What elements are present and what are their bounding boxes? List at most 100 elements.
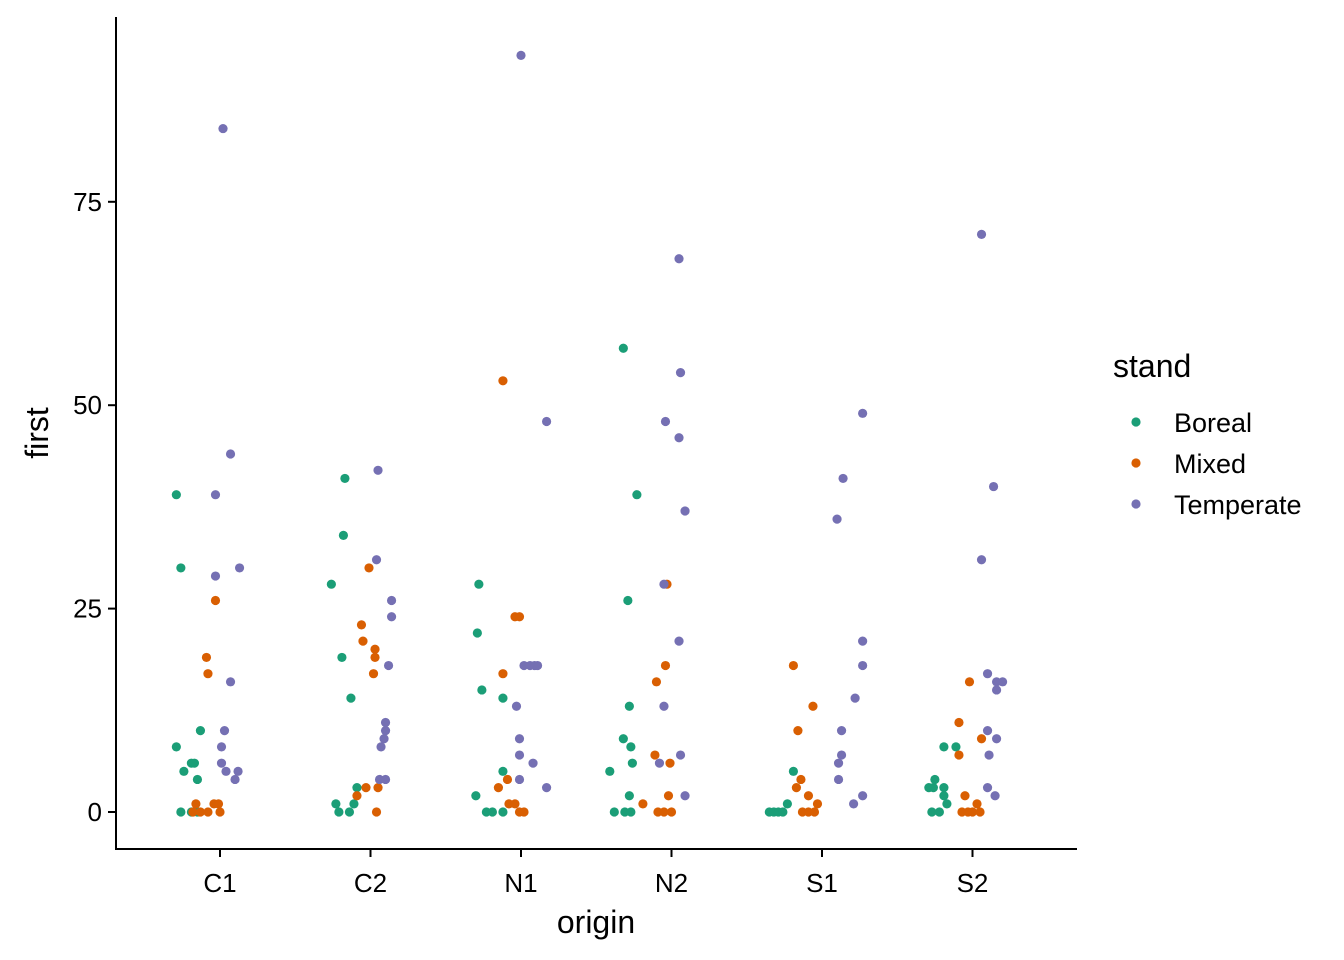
data-point-boreal <box>346 693 356 703</box>
data-point-temperate <box>514 774 525 785</box>
x-axis-title: origin <box>557 904 635 940</box>
data-point-temperate <box>988 481 999 492</box>
data-point-temperate <box>836 726 847 736</box>
data-point-mixed <box>215 807 225 817</box>
data-point-boreal <box>626 807 636 817</box>
x-axis-ticks: C1 C2 N1 N2 S1 S2 <box>203 849 988 898</box>
data-point-mixed <box>793 726 803 736</box>
data-point-mixed <box>498 376 508 386</box>
data-point-temperate <box>380 774 391 785</box>
data-point-temperate <box>376 742 386 752</box>
data-point-mixed <box>638 799 648 809</box>
data-point-temperate <box>991 685 1002 695</box>
data-point-temperate <box>858 791 868 801</box>
data-point-temperate <box>380 717 391 728</box>
data-point-temperate <box>998 677 1008 687</box>
data-point-boreal <box>939 742 949 752</box>
data-point-boreal <box>930 774 940 785</box>
data-point-temperate <box>850 693 860 703</box>
data-point-boreal <box>474 579 484 589</box>
data-point-temperate <box>984 750 994 760</box>
data-point-boreal <box>176 807 186 817</box>
data-point-temperate <box>386 612 397 622</box>
legend-items: Boreal Mixed Temperate <box>1131 408 1302 520</box>
data-point-temperate <box>225 677 236 687</box>
data-point-boreal <box>487 807 498 817</box>
data-point-temperate <box>858 660 868 671</box>
data-point-temperate <box>379 734 389 744</box>
legend-label-temperate: Temperate <box>1174 490 1302 520</box>
data-point-temperate <box>858 408 868 418</box>
data-point-boreal <box>782 799 792 809</box>
data-point-temperate <box>234 563 245 573</box>
data-point-temperate <box>371 555 382 565</box>
data-point-boreal <box>349 799 359 809</box>
data-point-mixed <box>201 652 212 663</box>
data-point-temperate <box>511 701 522 711</box>
legend: stand Boreal Mixed Temperate <box>1113 348 1302 520</box>
data-point-temperate <box>528 758 538 768</box>
x-tick-label: N2 <box>655 868 688 898</box>
data-point-temperate <box>383 660 394 671</box>
data-point-boreal <box>609 807 619 817</box>
data-point-boreal <box>192 774 203 785</box>
data-point-mixed <box>371 807 382 817</box>
data-point-temperate <box>386 595 397 606</box>
data-point-boreal <box>171 742 181 752</box>
x-tick-label: C2 <box>354 868 387 898</box>
data-point-mixed <box>358 636 368 646</box>
y-tick-label: 50 <box>73 390 102 420</box>
data-point-mixed <box>803 791 814 801</box>
legend-label-mixed: Mixed <box>1174 449 1246 479</box>
data-point-boreal <box>624 701 634 711</box>
data-point-mixed <box>191 799 201 809</box>
data-point-temperate <box>680 791 690 801</box>
legend-key-boreal <box>1131 417 1141 427</box>
data-point-boreal <box>788 766 799 776</box>
data-point-temperate <box>225 449 236 459</box>
data-point-temperate <box>216 758 227 768</box>
data-point-boreal <box>352 782 362 793</box>
data-point-mixed <box>210 595 221 606</box>
data-point-mixed <box>975 807 985 817</box>
data-point-boreal <box>471 791 481 801</box>
data-point-mixed <box>808 701 818 711</box>
data-point-mixed <box>788 660 799 671</box>
data-point-boreal <box>472 628 482 638</box>
data-point-temperate <box>221 766 231 776</box>
data-point-boreal <box>618 343 628 353</box>
data-point-temperate <box>514 750 525 760</box>
data-point-boreal <box>939 791 949 801</box>
data-point-temperate <box>849 799 859 809</box>
data-point-temperate <box>836 750 847 760</box>
data-point-boreal <box>624 791 634 801</box>
data-point-temperate <box>219 726 230 736</box>
data-point-boreal <box>176 563 186 573</box>
data-point-boreal <box>179 766 189 776</box>
legend-key-mixed <box>1131 458 1141 468</box>
data-point-temperate <box>675 750 686 760</box>
data-point-boreal <box>338 530 349 540</box>
data-point-boreal <box>951 742 961 752</box>
data-point-mixed <box>665 758 675 768</box>
x-tick-label: S2 <box>957 868 989 898</box>
data-point-temperate <box>976 229 987 239</box>
data-point-temperate <box>230 774 240 785</box>
data-point-temperate <box>380 726 391 736</box>
data-point-boreal <box>498 693 508 703</box>
data-point-mixed <box>203 807 213 817</box>
data-point-temperate <box>218 123 228 134</box>
data-point-temperate <box>838 473 848 484</box>
data-point-mixed <box>493 782 504 793</box>
data-point-mixed <box>663 791 674 801</box>
data-point-temperate <box>674 254 684 264</box>
data-point-mixed <box>972 799 982 809</box>
data-point-mixed <box>960 791 970 801</box>
data-point-boreal <box>477 685 487 695</box>
y-axis-ticks: 0 25 50 75 <box>73 187 116 827</box>
data-point-temperate <box>514 734 525 744</box>
y-tick-label: 25 <box>73 594 102 624</box>
data-point-mixed <box>352 791 362 801</box>
data-point-boreal <box>344 807 355 817</box>
data-point-mixed <box>651 677 662 687</box>
